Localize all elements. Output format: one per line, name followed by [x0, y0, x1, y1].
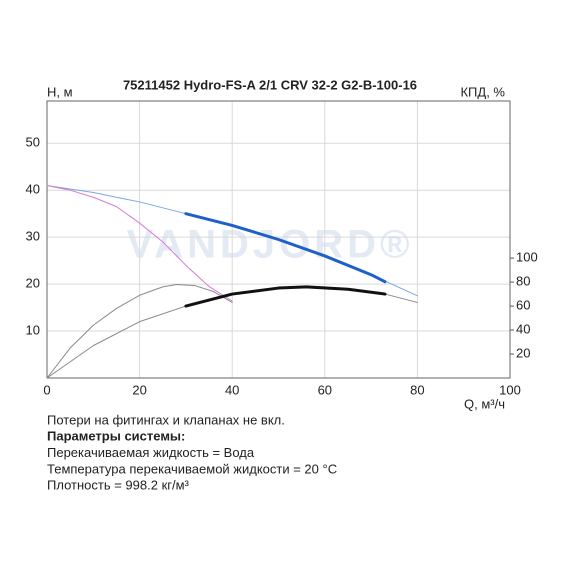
y2-tick-label: 80 [516, 274, 530, 289]
x-tick-label: 40 [225, 382, 239, 397]
plot-frame [46, 100, 511, 379]
y-tick-label: 30 [26, 229, 40, 244]
y-axis-label: H, м [47, 84, 73, 99]
note: Потери на фитингах и клапанах не вкл. [47, 412, 285, 427]
watermark: VANDJORD® [127, 223, 414, 267]
chart-title: 75211452 Hydro-FS-A 2/1 CRV 32-2 G2-B-10… [123, 77, 417, 92]
y2-tick-label: 100 [516, 250, 538, 265]
curve [184, 285, 387, 308]
x-tick-label: 100 [499, 382, 521, 397]
x-tick-label: 0 [43, 382, 50, 397]
y2-tick-label: 20 [516, 345, 530, 360]
y2-axis-label: КПД, % [460, 84, 505, 99]
curve [46, 185, 233, 302]
x-tick-label: 80 [410, 382, 424, 397]
y-tick-label: 50 [26, 135, 40, 150]
curve [184, 212, 387, 284]
y-tick-label: 10 [26, 322, 40, 337]
x-tick-label: 20 [132, 382, 146, 397]
note: Перекачиваемая жидкость = Вода [47, 445, 255, 460]
y2-tick-label: 60 [516, 297, 530, 312]
note: Плотность = 998.2 кг/м³ [47, 478, 190, 493]
y2-tick-label: 40 [516, 321, 530, 336]
curve [46, 283, 233, 379]
note: Параметры системы: [47, 429, 185, 444]
y-tick-label: 20 [26, 276, 40, 291]
y-tick-label: 40 [26, 182, 40, 197]
x-axis-label: Q, м³/ч [464, 396, 505, 411]
x-tick-label: 60 [318, 382, 332, 397]
note: Температура перекачиваемой жидкости = 20… [47, 461, 337, 476]
